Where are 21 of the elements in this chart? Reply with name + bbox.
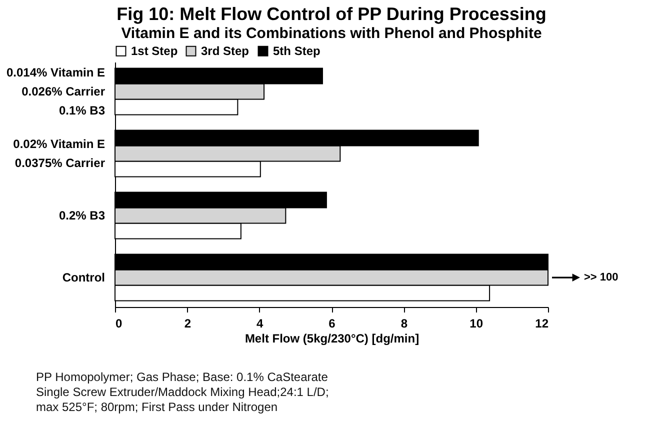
legend-label: 3rd Step <box>201 44 250 58</box>
y-tick-label: 0.014% Vitamin E 0.026% Carrier 0.1% B3 <box>6 65 106 118</box>
x-tick-label: 12 <box>535 316 549 330</box>
x-tick-label: 0 <box>116 316 122 330</box>
x-tick-label: 10 <box>470 316 484 330</box>
x-tick-label: 2 <box>184 316 192 330</box>
x-tick-label: 6 <box>328 316 336 330</box>
y-tick-label: Control <box>62 270 105 285</box>
legend-label: 1st Step <box>131 44 178 58</box>
text: PP Homopolymer; Gas Phase; Base: 0.1% CaStearate <box>36 370 329 385</box>
chart-subtitle: Vitamin E and its Combinations with Phenol and Phosphite <box>121 25 542 42</box>
text: >> 100 <box>584 272 618 284</box>
x-axis-title: Melt Flow (5kg/230°C) [dg/min] <box>244 332 420 346</box>
text: Single Screw Extruder/Maddock Mixing Head;24:1 L/D; <box>36 385 329 400</box>
y-tick-label: 0.2% B3 <box>58 208 106 223</box>
y-tick-label: 0.02% Vitamin E 0.0375% Carrier <box>13 136 106 170</box>
x-tick-label: 4 <box>256 316 264 330</box>
legend-label: 5th Step <box>273 44 320 58</box>
chart-title: Fig 10: Melt Flow Control of PP During Processing <box>116 4 546 24</box>
x-tick-label: 8 <box>400 316 408 330</box>
text: max 525°F; 80rpm; First Pass under Nitrogen <box>36 400 279 415</box>
